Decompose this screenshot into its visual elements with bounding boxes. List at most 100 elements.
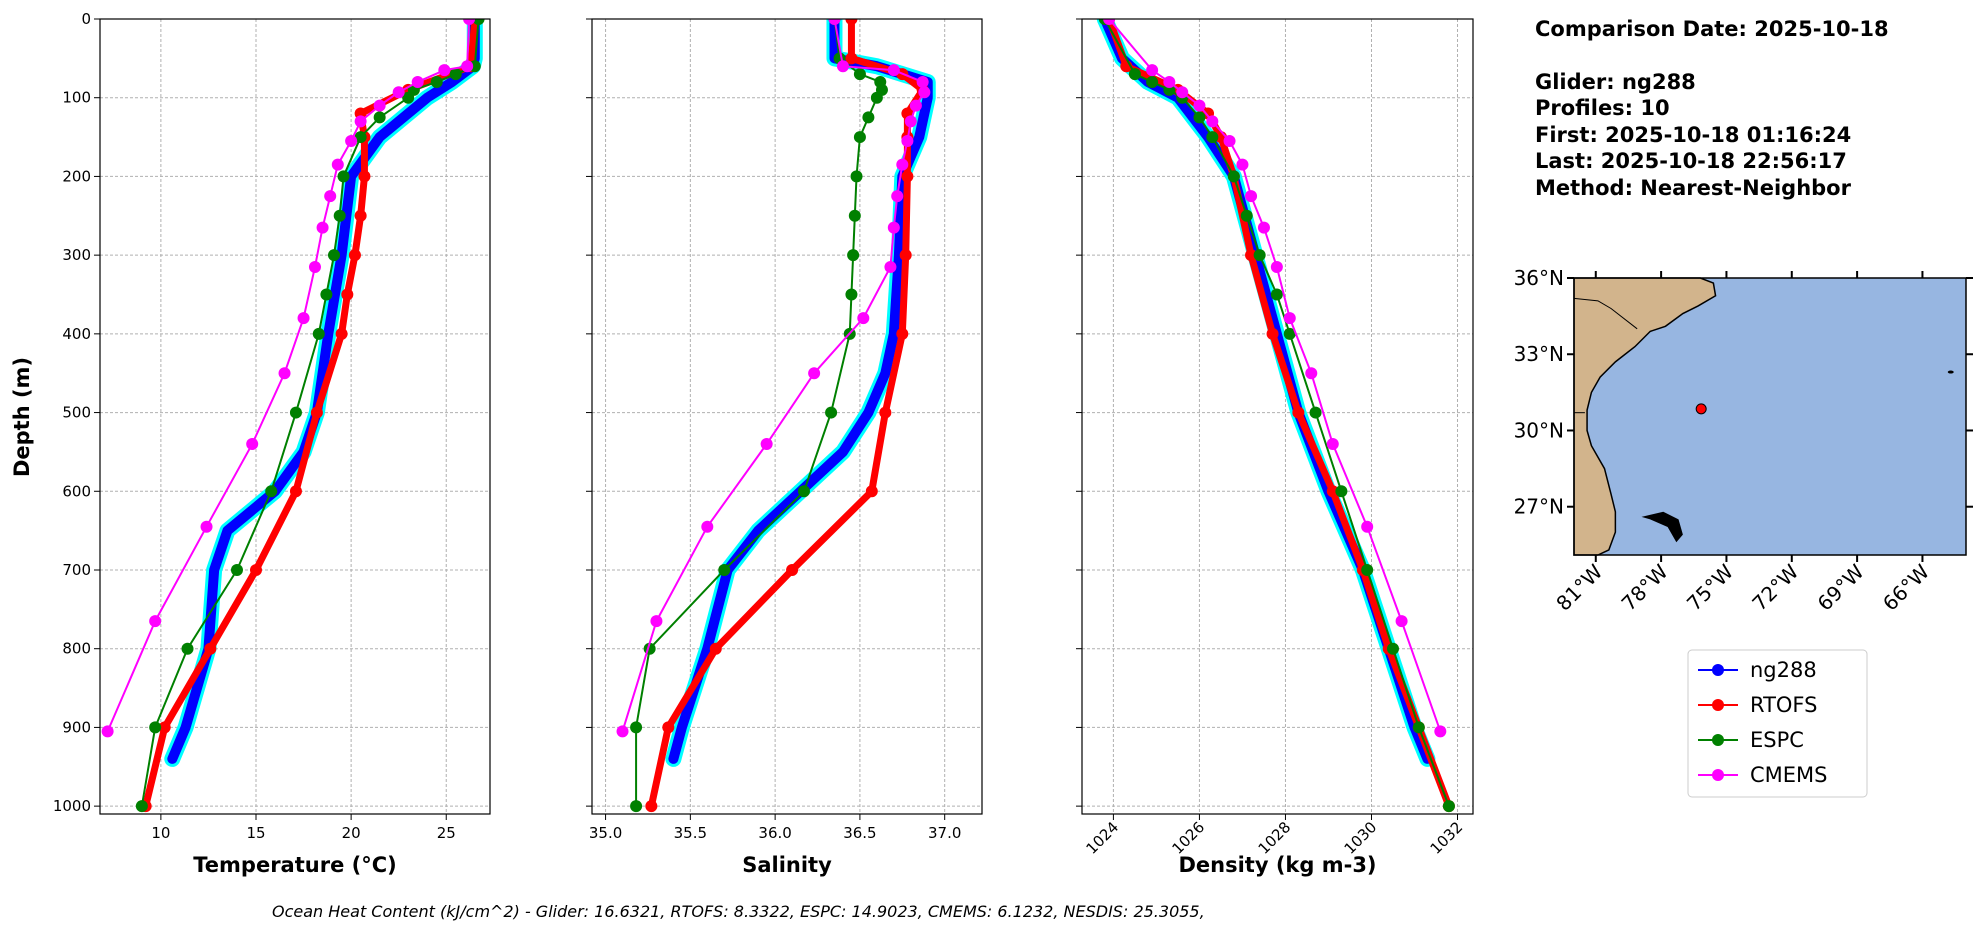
series-cmems-point [1305,367,1318,380]
series-espc-point [430,75,443,88]
series-espc-point [848,209,861,222]
series-cmems-point [904,115,917,128]
legend-item-espc: ESPC [1698,728,1804,752]
series-espc-point [850,170,863,183]
series-cmems-point [918,86,931,99]
series-rtofs-point [289,485,302,498]
panel-temperature: 10 15 20 25 0 100 200 300 400 500 600 700 800 900 1000… [53,10,491,877]
y-tick-label: 1000 [53,797,91,815]
legend-label: ESPC [1750,728,1804,752]
series-rtofs-point [901,170,914,183]
x-tick-label: 1030 [1341,818,1381,858]
series-cmems-point [278,367,291,380]
legend-item-cmems: CMEMS [1698,763,1828,787]
series-cmems-point [1223,135,1236,148]
series-espc-point [230,563,243,576]
series-espc-point [1206,131,1219,144]
lon-tick-label: 81°W [1551,559,1607,615]
series-cmems-point [760,438,773,451]
series-espc-point [354,131,367,144]
series-cmems-point [373,99,386,112]
series-espc-point [135,800,148,813]
series-group [101,19,485,813]
series-espc-point [825,406,838,419]
series-cmems-point [857,312,870,325]
info-text: Comparison Date: 2025-10-18 Glider: ng28… [1535,17,1889,200]
x-axis-label: Density (kg m-3) [1178,853,1376,877]
x-tick-label: 1024 [1082,818,1122,858]
series-cmems-point [836,60,849,73]
ocean-heat-content-footer: Ocean Heat Content (kJ/cm^2) - Glider: 1… [272,902,1205,921]
axes-frame [1081,18,1474,815]
series-cmems-point [1236,158,1249,171]
y-tick-label: 700 [62,561,91,579]
series-cmems-point [411,75,424,88]
legend-marker [1712,769,1724,781]
series-group [616,19,936,813]
y-tick-label: 200 [62,167,91,185]
series-cmems-point [297,312,310,325]
map-state-border [1573,297,1638,330]
series-cmems-point [887,221,900,234]
axes-frame [591,18,983,815]
map-bahamas [1641,511,1683,543]
series-cmems-point [1206,115,1219,128]
y-axis-label: Depth (m) [10,357,34,477]
series-espc-point [289,406,302,419]
series-cmems-point [1245,190,1258,203]
y-tick-label: 800 [62,640,91,658]
series-cmems-point [901,135,914,148]
series-rtofs-point [845,52,858,65]
series-rtofs-point [1292,406,1305,419]
series-espc-point [1309,406,1322,419]
series-cmems-point [1163,75,1176,88]
series-espc-point [870,91,883,104]
profile-count: Profiles: 10 [1535,96,1670,120]
series-rtofs-point [158,721,171,734]
series-rtofs-point [341,288,354,301]
legend-item-ng288: ng288 [1698,658,1817,682]
series-cmems-point [200,520,213,533]
series-cmems-point [1193,99,1206,112]
series-espc-point [337,170,350,183]
x-tick-label: 1028 [1255,818,1295,858]
lon-tick-label: 69°W [1813,559,1869,615]
series-cmems-point [896,158,909,171]
series-espc-point [265,485,278,498]
series-cmems-point [1326,438,1339,451]
lat-tick-label: 33°N [1514,342,1564,366]
series-espc-point [853,131,866,144]
series-espc-point [1386,642,1399,655]
series-rtofs-point [865,485,878,498]
series-cmems-point [884,260,897,273]
series-espc-point [1193,111,1206,124]
series-cmems-point [1361,520,1374,533]
x-tick-label: 20 [342,824,361,842]
series-espc-point [1335,485,1348,498]
panel-salinity: 35.0 35.5 36.0 36.5 37.0 Salinity [586,18,983,877]
series-espc-point [328,249,340,262]
x-axis-label: Temperature (°C) [193,853,396,877]
glider-position-marker [1695,403,1707,415]
series-espc-point [149,721,162,734]
series-rtofs-point [310,406,323,419]
comparison-date: Comparison Date: 2025-10-18 [1535,17,1889,41]
profile-panels: 10 15 20 25 0 100 200 300 400 500 600 700 800 900 1000… [53,10,1474,877]
series-cmems-point [616,725,629,738]
last-profile-time: Last: 2025-10-18 22:56:17 [1535,149,1847,173]
series-espc-point [1128,68,1141,81]
series-cmems-point [392,86,405,99]
y-tick-label: 400 [62,325,91,343]
x-tick-label: 25 [437,824,456,842]
series-espc-point [1253,249,1266,262]
series-espc-point [1412,721,1425,734]
series-cmems-point [1146,64,1159,77]
method: Method: Nearest-Neighbor [1535,176,1852,200]
map-frame [1573,277,1967,556]
series-rtofs-point [354,209,367,222]
map-bermuda [1947,370,1954,374]
map-land [1573,277,1717,556]
series-cmems-point [1395,615,1408,628]
lon-tick-label: 66°W [1878,559,1934,615]
series-cmems-point [324,190,337,203]
